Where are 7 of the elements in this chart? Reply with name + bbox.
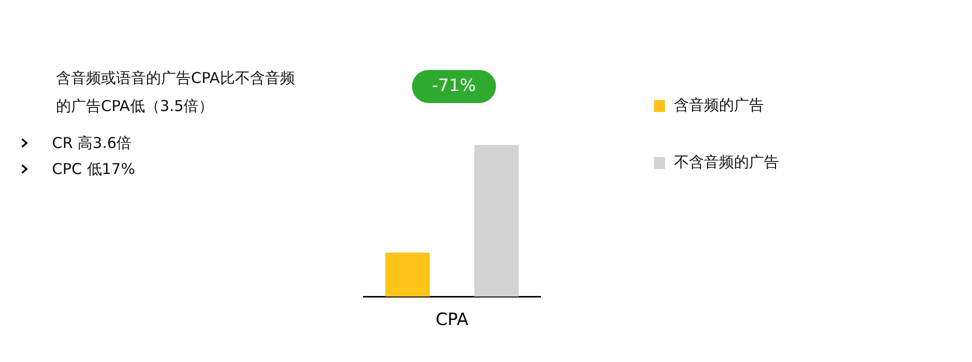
- text: 含音频或语音的广告CPA比不含音频的广告CPA低（3.5倍）: [56, 68, 296, 117]
- text: CR 高3.6倍: [52, 134, 132, 153]
- text: CPC 低17%: [52, 160, 136, 179]
- legend-label: 不含音频的广告: [674, 153, 779, 172]
- legend-label: 含音频的广告: [674, 96, 764, 115]
- x-tick-label: CPA: [436, 310, 469, 330]
- text: -71%: [412, 70, 496, 103]
